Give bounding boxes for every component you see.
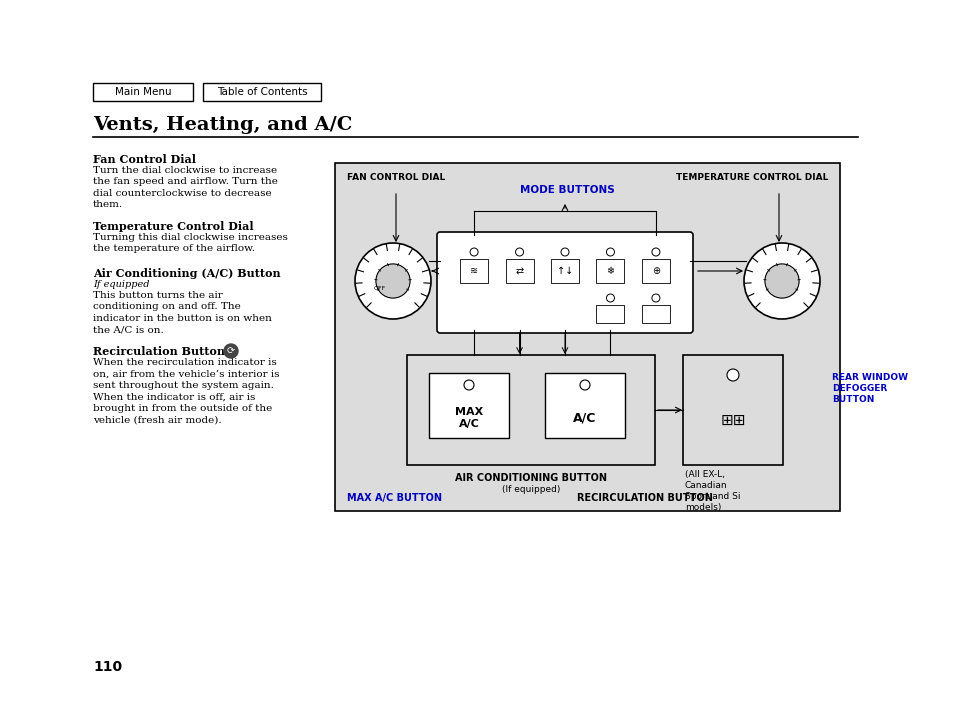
FancyBboxPatch shape bbox=[682, 355, 782, 465]
Text: Temperature Control Dial: Temperature Control Dial bbox=[92, 221, 253, 232]
Text: Recirculation Button: Recirculation Button bbox=[92, 346, 225, 357]
Text: TEMPERATURE CONTROL DIAL: TEMPERATURE CONTROL DIAL bbox=[675, 173, 827, 182]
Text: AIR CONDITIONING BUTTON: AIR CONDITIONING BUTTON bbox=[455, 473, 606, 483]
Text: OFF: OFF bbox=[374, 287, 386, 292]
Text: Turn the dial clockwise to increase
the fan speed and airflow. Turn the
dial cou: Turn the dial clockwise to increase the … bbox=[92, 166, 277, 209]
Circle shape bbox=[651, 294, 659, 302]
FancyBboxPatch shape bbox=[551, 259, 578, 283]
Circle shape bbox=[726, 369, 739, 381]
FancyBboxPatch shape bbox=[429, 373, 509, 438]
FancyBboxPatch shape bbox=[407, 355, 655, 465]
Text: ⊕: ⊕ bbox=[651, 266, 659, 276]
Text: ❄: ❄ bbox=[606, 266, 614, 276]
Text: This button turns the air
conditioning on and off. The
indicator in the button i: This button turns the air conditioning o… bbox=[92, 291, 272, 334]
Circle shape bbox=[743, 243, 820, 319]
FancyBboxPatch shape bbox=[596, 259, 624, 283]
Text: (All EX-L,
Canadian
Sport and Si
models): (All EX-L, Canadian Sport and Si models) bbox=[684, 470, 740, 513]
Circle shape bbox=[375, 264, 410, 298]
Text: If equipped: If equipped bbox=[92, 280, 150, 289]
Text: A/C: A/C bbox=[573, 412, 596, 425]
Circle shape bbox=[355, 243, 431, 319]
Text: MAX A/C BUTTON: MAX A/C BUTTON bbox=[347, 493, 441, 503]
Text: (If equipped): (If equipped) bbox=[501, 485, 559, 494]
Text: Table of Contents: Table of Contents bbox=[216, 87, 307, 97]
Circle shape bbox=[606, 248, 614, 256]
Text: 110: 110 bbox=[92, 660, 122, 674]
Text: ⟳: ⟳ bbox=[227, 346, 234, 356]
Text: REAR WINDOW
DEFOGGER
BUTTON: REAR WINDOW DEFOGGER BUTTON bbox=[831, 373, 907, 404]
FancyBboxPatch shape bbox=[544, 373, 624, 438]
Circle shape bbox=[579, 380, 589, 390]
Circle shape bbox=[560, 248, 568, 256]
Text: Fan Control Dial: Fan Control Dial bbox=[92, 154, 195, 165]
Text: FAN CONTROL DIAL: FAN CONTROL DIAL bbox=[347, 173, 445, 182]
Text: ↑↓: ↑↓ bbox=[557, 266, 573, 276]
FancyBboxPatch shape bbox=[92, 83, 193, 101]
FancyBboxPatch shape bbox=[505, 259, 533, 283]
FancyBboxPatch shape bbox=[203, 83, 320, 101]
Text: Turning this dial clockwise increases
the temperature of the airflow.: Turning this dial clockwise increases th… bbox=[92, 233, 288, 253]
Text: MODE BUTTONS: MODE BUTTONS bbox=[519, 185, 615, 195]
Circle shape bbox=[463, 380, 474, 390]
FancyBboxPatch shape bbox=[459, 259, 488, 283]
Text: RECIRCULATION BUTTON: RECIRCULATION BUTTON bbox=[577, 493, 712, 503]
Text: Main Menu: Main Menu bbox=[114, 87, 172, 97]
Circle shape bbox=[224, 344, 237, 358]
Circle shape bbox=[470, 248, 477, 256]
FancyBboxPatch shape bbox=[641, 259, 669, 283]
Circle shape bbox=[606, 294, 614, 302]
FancyBboxPatch shape bbox=[596, 305, 624, 323]
Text: Vents, Heating, and A/C: Vents, Heating, and A/C bbox=[92, 116, 352, 134]
Text: Air Conditioning (A/C) Button: Air Conditioning (A/C) Button bbox=[92, 268, 280, 279]
Circle shape bbox=[651, 248, 659, 256]
Circle shape bbox=[764, 264, 799, 298]
Text: ⇄: ⇄ bbox=[515, 266, 523, 276]
Circle shape bbox=[515, 248, 523, 256]
Text: ⊞⊞: ⊞⊞ bbox=[720, 413, 745, 427]
Text: MAX
A/C: MAX A/C bbox=[455, 408, 482, 429]
FancyBboxPatch shape bbox=[335, 163, 840, 511]
FancyBboxPatch shape bbox=[641, 305, 669, 323]
Text: ≋: ≋ bbox=[470, 266, 477, 276]
Text: When the recirculation indicator is
on, air from the vehicle’s interior is
sent : When the recirculation indicator is on, … bbox=[92, 358, 279, 425]
FancyBboxPatch shape bbox=[436, 232, 692, 333]
